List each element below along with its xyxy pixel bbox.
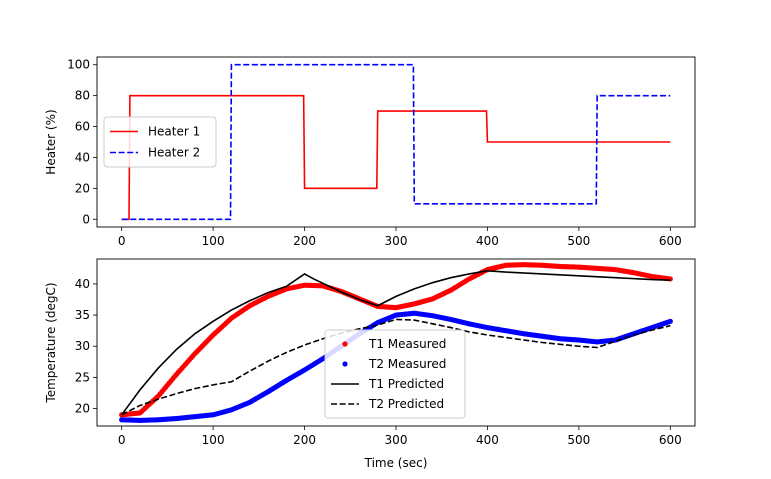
chart1-axes: 0 100 200 300 400 500 600 0 20 40 60 80 100 Heater (%… bbox=[44, 56, 696, 248]
chart1-y-axis-label: Heater (%) bbox=[44, 109, 58, 174]
chart2-legend-label-t1-predicted: T1 Predicted bbox=[368, 377, 444, 391]
chart1-x-tick-label: 0 bbox=[118, 234, 126, 248]
chart1-series-heater-2-line bbox=[121, 63, 671, 221]
chart2-legend-label-t2-measured: T2 Measured bbox=[368, 357, 446, 371]
chart2-x-tick-label: 600 bbox=[659, 433, 682, 447]
chart1-legend-box bbox=[103, 116, 217, 168]
chart2-t2-measured-point bbox=[667, 318, 673, 324]
chart1-x-tick-label: 500 bbox=[567, 234, 590, 248]
chart2-y-tick-label: 25 bbox=[75, 370, 90, 384]
chart1-x-tick-label: 600 bbox=[659, 234, 682, 248]
chart2-x-tick-label: 300 bbox=[385, 433, 408, 447]
chart2-legend-label-t1-measured: T1 Measured bbox=[368, 337, 446, 351]
chart1-x-tick-label: 300 bbox=[385, 234, 408, 248]
chart1-y-tick-label: 80 bbox=[75, 89, 90, 103]
chart2-series-t2-predicted-line bbox=[121, 318, 671, 416]
chart2-y-axis-label: Temperature (degC) bbox=[44, 282, 58, 403]
chart2-y-tick-label: 40 bbox=[75, 277, 90, 291]
chart2-y-tick-label: 35 bbox=[75, 308, 90, 322]
chart1-y-tick-label: 0 bbox=[82, 212, 90, 226]
chart2-plot-area bbox=[119, 262, 673, 423]
chart2-x-axis-label: Time (sec) bbox=[364, 456, 428, 470]
chart2-legend-box bbox=[324, 329, 466, 419]
chart1-y-tick-label: 100 bbox=[67, 58, 90, 72]
chart2-legend: T1 Measured T2 Measured T1 Predicted T2 Pre… bbox=[324, 329, 466, 419]
chart2-x-tick-label: 100 bbox=[202, 433, 225, 447]
chart1-x-tick-label: 100 bbox=[202, 234, 225, 248]
chart2-y-tick-label: 30 bbox=[75, 339, 90, 353]
chart2-legend-marker-t2-measured bbox=[342, 361, 348, 367]
chart2-x-tick-label: 200 bbox=[293, 433, 316, 447]
chart1-y-tick-label: 40 bbox=[75, 150, 90, 164]
chart2-y-tick-label: 20 bbox=[75, 402, 90, 416]
chart1-x-tick-label: 400 bbox=[476, 234, 499, 248]
chart1-legend-label-heater-1: Heater 1 bbox=[148, 125, 200, 139]
chart1-x-tick-label: 200 bbox=[293, 234, 316, 248]
chart1-y-tick-label: 20 bbox=[75, 181, 90, 195]
chart1-legend-label-heater-2: Heater 2 bbox=[148, 146, 200, 160]
chart1-legend: Heater 1 Heater 2 bbox=[103, 116, 217, 168]
chart2-x-tick-label: 0 bbox=[118, 433, 126, 447]
chart1-y-tick-label: 60 bbox=[75, 120, 90, 134]
chart2-axes: 0 100 200 300 400 500 600 20 25 30 35 40 Temperature… bbox=[44, 258, 696, 470]
chart2-x-tick-label: 500 bbox=[567, 433, 590, 447]
chart2-x-tick-label: 400 bbox=[476, 433, 499, 447]
chart2-legend-label-t2-predicted: T2 Predicted bbox=[368, 397, 444, 411]
chart2-series-t1-predicted-line bbox=[121, 270, 671, 416]
chart2-legend-marker-t1-measured bbox=[342, 341, 348, 347]
